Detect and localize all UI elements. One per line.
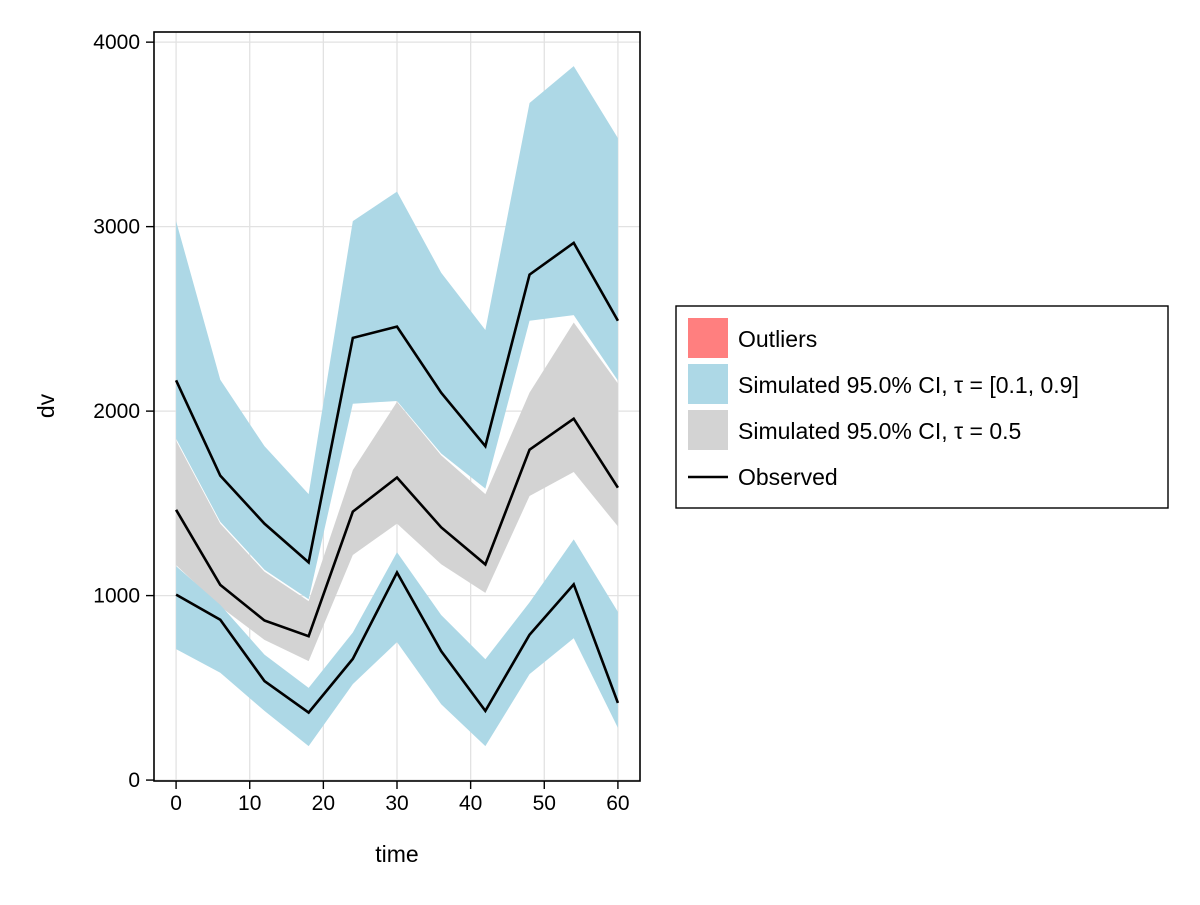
- y-tick-label: 3000: [93, 216, 140, 239]
- ci-band-q0.1: [176, 539, 618, 747]
- x-tick-label: 40: [459, 792, 482, 815]
- legend-label: Simulated 95.0% CI, τ = [0.1, 0.9]: [738, 372, 1079, 398]
- x-tick-label: 30: [385, 792, 408, 815]
- x-tick-label: 50: [533, 792, 556, 815]
- y-tick-label: 2000: [93, 400, 140, 423]
- legend-swatch: [688, 410, 728, 450]
- x-tick-label: 20: [312, 792, 335, 815]
- y-axis-label: dv: [33, 393, 59, 418]
- axis-ticks: 0 10 20 30 40 50 60 0 1000 2000 3000 4000: [93, 31, 629, 815]
- legend-swatch: [688, 318, 728, 358]
- x-axis-label: time: [375, 841, 418, 867]
- observed-line-q0.5: [174, 416, 620, 638]
- ci-band-q0.9: [176, 66, 618, 600]
- legend-swatch: [688, 364, 728, 404]
- legend-box: [675, 305, 1169, 509]
- observed-line-q0.9: [174, 240, 620, 565]
- ci-bands: [176, 66, 618, 747]
- legend-label: Simulated 95.0% CI, τ = 0.5: [738, 418, 1021, 444]
- x-tick-label: 10: [238, 792, 261, 815]
- legend: Outliers Simulated 95.0% CI, τ = [0.1, 0.…: [675, 305, 1169, 509]
- observed-line-q0.1: [175, 569, 620, 715]
- x-tick-label: 60: [606, 792, 629, 815]
- ci-band-q0.5: [176, 322, 618, 662]
- legend-label: Observed: [738, 464, 838, 490]
- y-tick-label: 0: [128, 769, 140, 792]
- observed-lines: [174, 240, 620, 715]
- y-tick-label: 1000: [93, 585, 140, 608]
- legend-label: Outliers: [738, 326, 817, 352]
- y-tick-label: 4000: [93, 31, 140, 54]
- x-tick-label: 0: [170, 792, 182, 815]
